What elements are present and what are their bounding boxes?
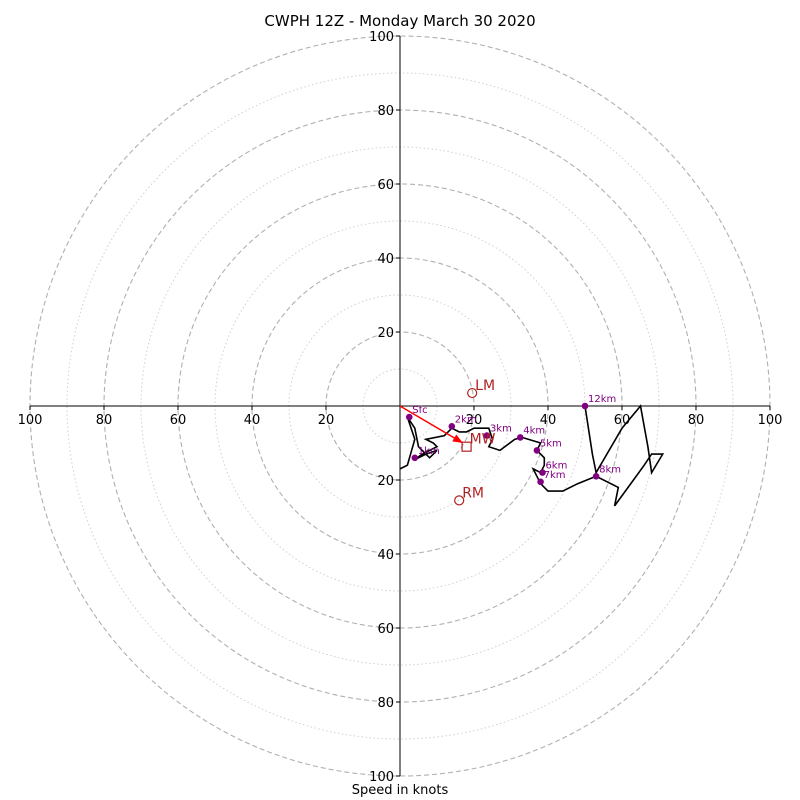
height-point [448, 423, 456, 430]
height-point [533, 447, 541, 454]
chart-title: CWPH 12Z - Monday March 30 2020 [264, 12, 536, 30]
height-point [539, 469, 546, 476]
shear-vector-line [399, 405, 464, 444]
height-point [592, 473, 600, 480]
height-point [581, 402, 589, 410]
height-label: 1km [418, 446, 440, 457]
x-tick-label: 60 [170, 413, 187, 428]
x-tick-label: 20 [318, 413, 335, 428]
x-tick-label: 100 [758, 413, 783, 428]
height-label: 3km [490, 424, 512, 435]
height-point [405, 413, 413, 421]
height-point [537, 478, 544, 486]
x-tick-label: 40 [540, 413, 557, 428]
y-tick-label: 60 [377, 622, 394, 637]
y-tick-label: 100 [369, 770, 394, 785]
height-point [516, 434, 524, 441]
y-tick-label: 20 [377, 326, 394, 341]
y-tick-label: 80 [377, 104, 394, 119]
y-tick-label: 80 [377, 696, 394, 711]
x-tick-label: 80 [688, 413, 705, 428]
x-tick-label: 100 [18, 413, 43, 428]
storm-motion-label: RM [462, 485, 484, 501]
height-label: 2km [455, 414, 477, 425]
x-tick-label: 80 [96, 413, 113, 428]
shear-vector-arrowhead [452, 434, 463, 443]
x-axis-label: Speed in knots [351, 783, 449, 798]
height-label: Sfc [412, 405, 427, 416]
height-point [483, 432, 491, 439]
x-tick-label: 40 [244, 413, 261, 428]
y-tick-label: 20 [377, 474, 394, 489]
storm-motion-marker [461, 441, 472, 452]
height-label: 4km [523, 425, 545, 436]
storm-motion-marker [467, 387, 478, 399]
tick-labels: 1001008080606040402020202040406060808010… [18, 30, 783, 785]
x-tick-label: 20 [466, 413, 483, 428]
height-label: 5km [540, 438, 562, 449]
storm-motion-marker [454, 495, 465, 506]
height-point [411, 454, 419, 462]
y-tick-label: 40 [377, 252, 394, 267]
height-label: 8km [599, 464, 621, 475]
height-label: 12km [588, 394, 616, 405]
storm-motion-label: LM [475, 378, 495, 394]
y-tick-label: 100 [369, 30, 394, 45]
height-label: 7km [544, 470, 566, 481]
y-tick-label: 60 [377, 178, 394, 193]
storm-motion-label: MW [470, 432, 496, 448]
y-tick-label: 40 [377, 548, 394, 563]
height-label: 6km [545, 461, 567, 472]
